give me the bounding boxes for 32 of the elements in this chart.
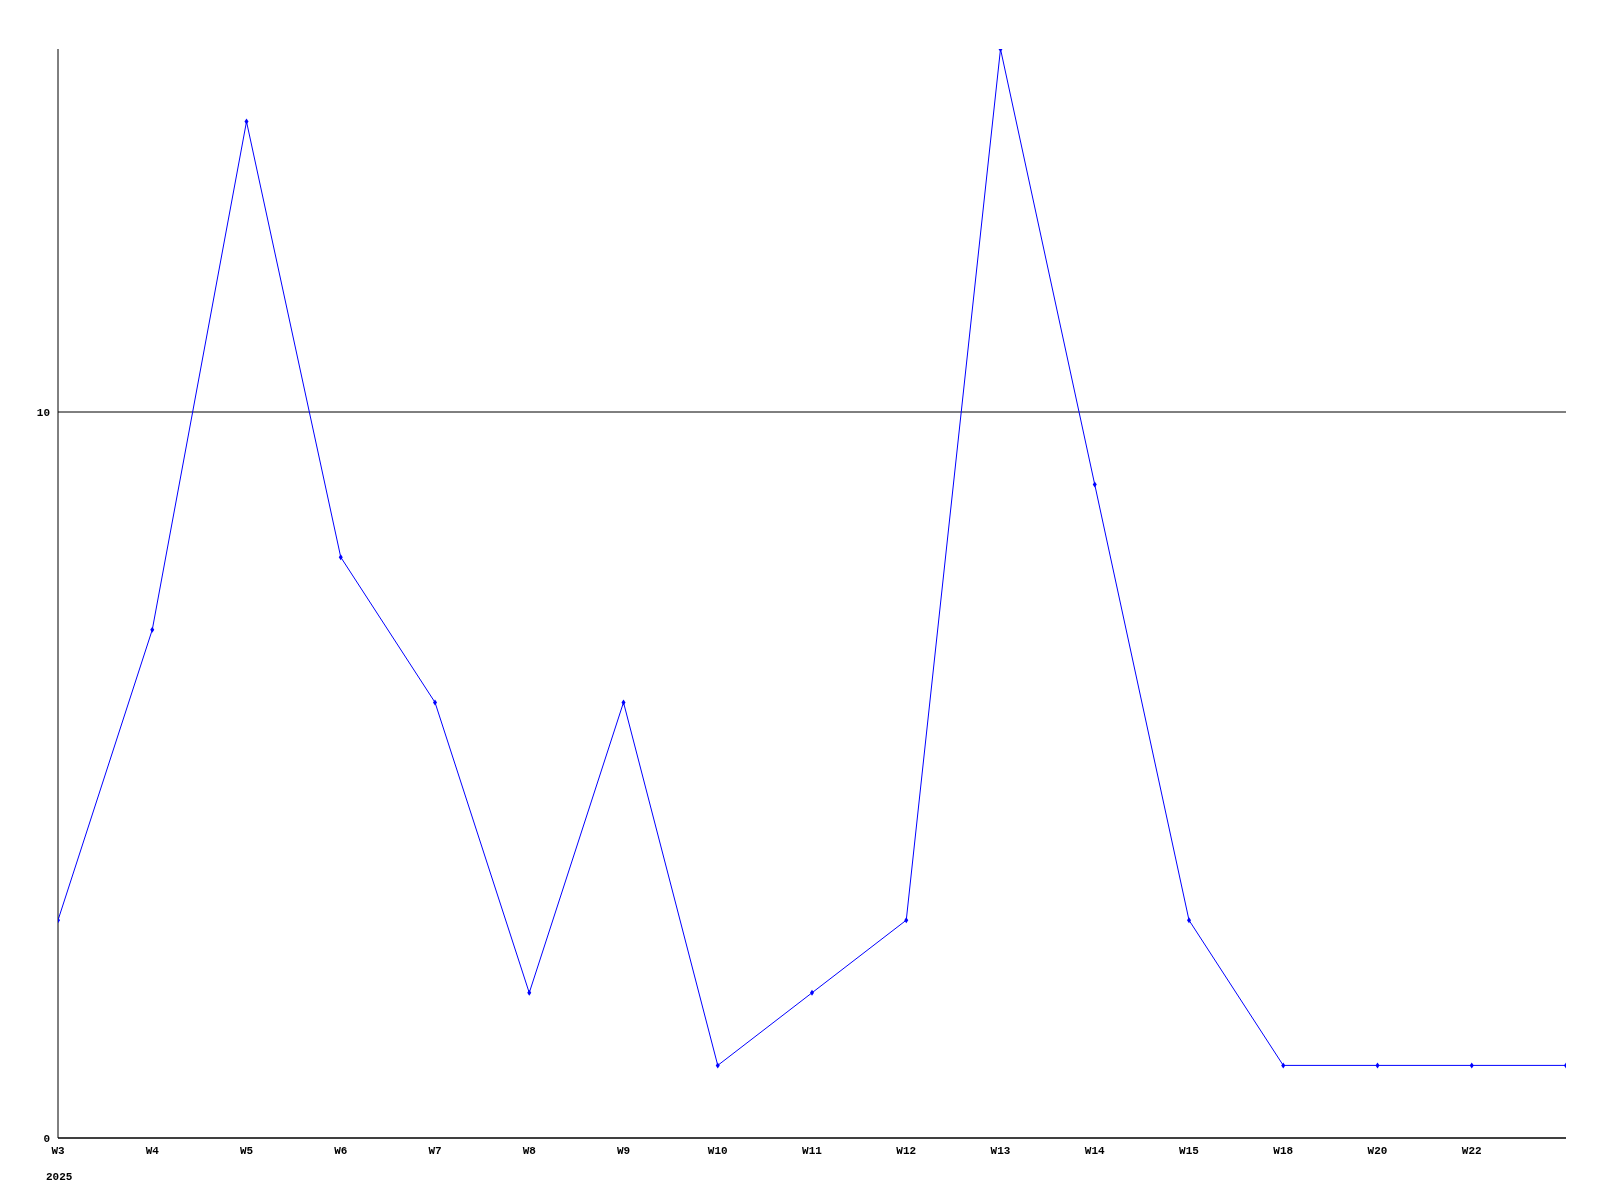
point xyxy=(904,917,909,924)
point xyxy=(621,699,626,706)
point xyxy=(150,626,155,633)
y-tick-label: 0 xyxy=(43,1132,50,1145)
x-tick-label: W9 xyxy=(616,1144,631,1157)
point xyxy=(1469,1062,1474,1069)
point xyxy=(715,1062,720,1069)
point xyxy=(527,989,532,996)
point xyxy=(244,118,249,125)
x-tick-label: W15 xyxy=(1179,1144,1200,1157)
y-tick-label: 10 xyxy=(36,406,50,419)
text: 2025 xyxy=(46,1171,73,1183)
x-tick-label: W13 xyxy=(990,1144,1011,1157)
x-tick-label: W10 xyxy=(707,1144,728,1157)
x-tick-label: W11 xyxy=(802,1144,823,1157)
point xyxy=(998,49,1003,52)
x-tick-label: W5 xyxy=(239,1144,254,1157)
x-tick-label: W18 xyxy=(1273,1144,1294,1157)
x-tick-label: W20 xyxy=(1367,1144,1388,1157)
point xyxy=(1375,1062,1380,1069)
x-tick-label: W8 xyxy=(522,1144,537,1157)
x-tick-label: W3 xyxy=(51,1144,65,1157)
x-tick-label: W7 xyxy=(428,1144,442,1157)
point xyxy=(1281,1062,1286,1069)
x-tick-label: W6 xyxy=(334,1144,348,1157)
point xyxy=(1092,481,1097,488)
point xyxy=(338,554,343,561)
line-series xyxy=(58,49,1566,1069)
x-tick-label: W4 xyxy=(145,1144,160,1157)
x-tick-label: W12 xyxy=(896,1144,917,1157)
x-tick-label: W22 xyxy=(1461,1144,1482,1157)
x-tick-label: W14 xyxy=(1084,1144,1106,1157)
